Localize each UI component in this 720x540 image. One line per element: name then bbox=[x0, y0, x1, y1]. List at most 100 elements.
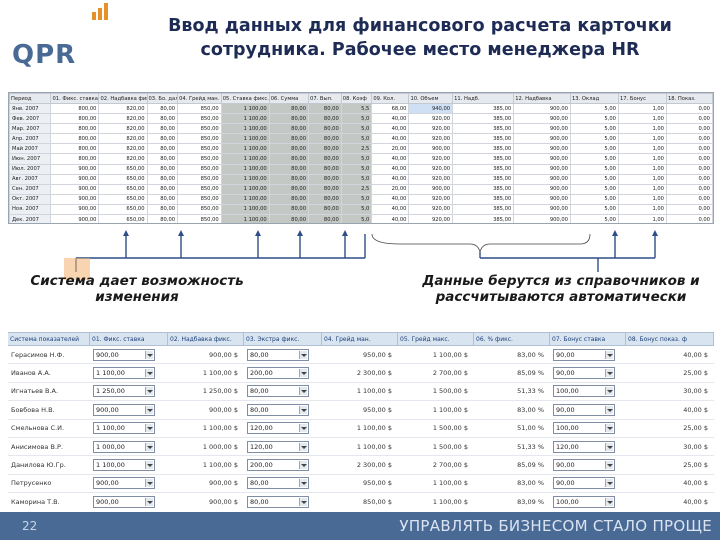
chevron-down-icon[interactable] bbox=[605, 442, 613, 451]
value-combobox[interactable]: 80,00 bbox=[247, 477, 309, 490]
grid-cell[interactable]: 900,00 bbox=[408, 143, 454, 155]
chevron-down-icon[interactable] bbox=[605, 350, 613, 359]
grid-cell[interactable]: 920,00 bbox=[408, 153, 454, 165]
grid-cell[interactable]: 385,00 bbox=[452, 193, 515, 205]
grid-cell[interactable]: 1 100,00 bbox=[220, 203, 270, 216]
grid-cell[interactable]: 2,5 bbox=[340, 143, 373, 155]
grid-cell[interactable]: 650,00 bbox=[98, 183, 148, 195]
grid-cell[interactable]: 0,00 bbox=[666, 173, 713, 185]
grid-cell[interactable]: 900,00 bbox=[513, 102, 571, 115]
form-col-header[interactable]: 05. Грейд макс. bbox=[398, 333, 474, 345]
grid-cell[interactable]: 820,00 bbox=[98, 113, 148, 125]
grid-cell[interactable]: 820,00 bbox=[98, 133, 148, 145]
grid-cell[interactable]: 920,00 bbox=[408, 203, 454, 216]
grid-cell[interactable]: 5,00 bbox=[569, 183, 619, 195]
grid-cell[interactable]: 850,00 bbox=[177, 113, 222, 125]
grid-cell[interactable]: 900,00 bbox=[50, 193, 100, 205]
grid-cell[interactable]: 0,00 bbox=[666, 193, 713, 205]
grid-cell[interactable]: 920,00 bbox=[408, 163, 454, 175]
grid-col-header[interactable]: 07. Вып. bbox=[308, 93, 342, 104]
grid-col-header[interactable]: 05. Ставка фикс. bbox=[220, 93, 270, 104]
grid-cell[interactable]: 5,00 bbox=[569, 193, 619, 205]
grid-cell[interactable]: 5,00 bbox=[569, 203, 619, 216]
grid-cell[interactable]: 1 100,00 bbox=[220, 183, 270, 195]
grid-cell[interactable]: 80,00 bbox=[268, 153, 310, 165]
form-col-header[interactable]: Система показателей bbox=[8, 333, 90, 345]
chevron-down-icon[interactable] bbox=[145, 405, 153, 414]
grid-cell[interactable]: 80,00 bbox=[268, 143, 310, 155]
grid-cell[interactable]: 850,00 bbox=[177, 183, 222, 195]
grid-cell[interactable]: 5,0 bbox=[340, 173, 373, 185]
grid-cell[interactable]: 940,00 bbox=[408, 102, 454, 115]
grid-cell[interactable]: 900,00 bbox=[513, 183, 571, 195]
grid-cell[interactable]: 0,00 bbox=[666, 113, 713, 125]
value-combobox[interactable]: 1 100,00 bbox=[93, 367, 155, 380]
grid-cell[interactable]: 5,5 bbox=[340, 102, 373, 115]
chevron-down-icon[interactable] bbox=[145, 369, 153, 378]
chevron-down-icon[interactable] bbox=[145, 424, 153, 433]
grid-cell[interactable]: 1,00 bbox=[617, 123, 668, 135]
grid-cell[interactable]: 5,00 bbox=[569, 153, 619, 165]
grid-cell[interactable]: 5,0 bbox=[340, 123, 373, 135]
grid-cell[interactable]: 900,00 bbox=[50, 203, 100, 216]
grid-cell[interactable]: 80,00 bbox=[146, 113, 179, 125]
grid-cell[interactable]: 900,00 bbox=[513, 153, 571, 165]
grid-cell[interactable]: 800,00 bbox=[50, 143, 100, 155]
grid-cell[interactable]: 385,00 bbox=[452, 163, 515, 175]
grid-cell[interactable]: 850,00 bbox=[177, 153, 222, 165]
grid-col-header[interactable]: 09. Кол. bbox=[371, 93, 410, 104]
grid-cell[interactable]: 0,00 bbox=[666, 203, 713, 216]
grid-cell[interactable]: 900,00 bbox=[50, 183, 100, 195]
grid-col-header[interactable]: 13. Оклад bbox=[569, 93, 619, 104]
chevron-down-icon[interactable] bbox=[605, 461, 613, 470]
value-combobox[interactable]: 80,00 bbox=[247, 385, 309, 398]
grid-cell[interactable]: 0,00 bbox=[666, 102, 713, 115]
grid-cell[interactable]: 650,00 bbox=[98, 203, 148, 216]
grid-cell[interactable]: 5,0 bbox=[340, 113, 373, 125]
grid-cell[interactable]: 1,00 bbox=[617, 113, 668, 125]
grid-cell[interactable]: 900,00 bbox=[513, 173, 571, 185]
grid-cell[interactable]: 5,00 bbox=[569, 123, 619, 135]
grid-cell[interactable]: 1,00 bbox=[617, 183, 668, 195]
chevron-down-icon[interactable] bbox=[605, 405, 613, 414]
grid-cell[interactable]: 1 100,00 bbox=[220, 102, 270, 115]
chevron-down-icon[interactable] bbox=[299, 424, 307, 433]
grid-cell[interactable]: 5,0 bbox=[340, 214, 373, 223]
chevron-down-icon[interactable] bbox=[299, 350, 307, 359]
grid-cell[interactable]: 0,00 bbox=[666, 183, 713, 195]
grid-cell[interactable]: 920,00 bbox=[408, 193, 454, 205]
grid-cell[interactable]: 385,00 bbox=[452, 153, 515, 165]
grid-cell[interactable]: 650,00 bbox=[98, 173, 148, 185]
grid-cell[interactable]: 5,0 bbox=[340, 193, 373, 205]
grid-cell[interactable]: 80,00 bbox=[268, 163, 310, 175]
grid-cell[interactable]: 80,00 bbox=[268, 113, 310, 125]
grid-cell[interactable]: 80,00 bbox=[308, 163, 342, 175]
grid-cell[interactable]: 0,00 bbox=[666, 214, 713, 223]
grid-cell[interactable]: 0,00 bbox=[666, 133, 713, 145]
value-combobox[interactable]: 90,00 bbox=[553, 459, 615, 472]
chevron-down-icon[interactable] bbox=[145, 387, 153, 396]
grid-cell[interactable]: 80,00 bbox=[146, 133, 179, 145]
chevron-down-icon[interactable] bbox=[299, 387, 307, 396]
grid-cell[interactable]: 1,00 bbox=[617, 203, 668, 216]
grid-cell[interactable]: 80,00 bbox=[268, 173, 310, 185]
grid-cell[interactable]: 80,00 bbox=[308, 133, 342, 145]
grid-cell[interactable]: 40,00 bbox=[371, 173, 410, 185]
grid-cell[interactable]: 5,00 bbox=[569, 163, 619, 175]
grid-cell[interactable]: 80,00 bbox=[308, 214, 342, 223]
grid-cell[interactable]: 5,0 bbox=[340, 163, 373, 175]
grid-cell[interactable]: 850,00 bbox=[177, 163, 222, 175]
grid-col-header[interactable]: 18. Показ. bbox=[666, 93, 713, 104]
form-col-header[interactable]: 08. Бонус показ. ф bbox=[626, 333, 714, 345]
grid-cell[interactable]: 900,00 bbox=[50, 173, 100, 185]
value-combobox[interactable]: 100,00 bbox=[553, 422, 615, 435]
grid-cell[interactable]: 80,00 bbox=[146, 153, 179, 165]
grid-cell[interactable]: 40,00 bbox=[371, 193, 410, 205]
grid-cell[interactable]: 385,00 bbox=[452, 133, 515, 145]
grid-cell[interactable]: 1,00 bbox=[617, 173, 668, 185]
grid-cell[interactable]: 900,00 bbox=[513, 143, 571, 155]
value-combobox[interactable]: 90,00 bbox=[553, 477, 615, 490]
grid-cell[interactable]: 800,00 bbox=[50, 153, 100, 165]
grid-col-header[interactable]: 03. Бо. дал.н. bbox=[146, 93, 179, 104]
value-combobox[interactable]: 80,00 bbox=[247, 495, 309, 508]
